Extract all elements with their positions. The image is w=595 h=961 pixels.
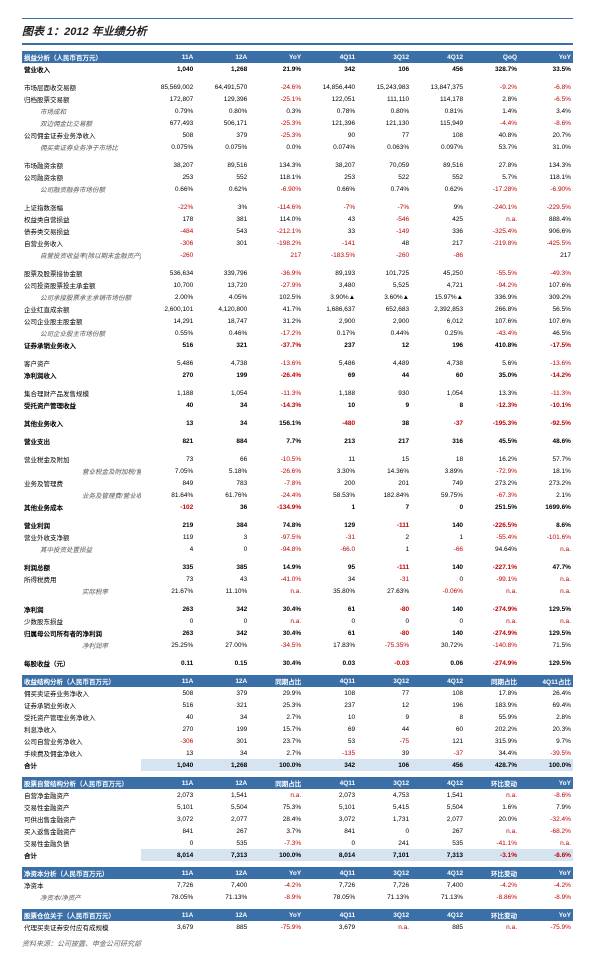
table-row: 归属母公司所有者的净利润26334230.4%61-80140-274.9%12… [22, 627, 573, 639]
table-row: 营业税金及附加税/营业收入7.05%5.18%-26.6%3.30%14.36%… [22, 465, 573, 477]
table-row: 营业外收支净额1193-97.5%-3121-55.4%-101.6% [22, 531, 573, 543]
table-row: 代理买卖证券安付应有成规模3,679885-75.9%3,679n.a.885n… [22, 921, 573, 933]
table-row: 公司企业股主股金额14,29118,74731.2%2,9002,9006,01… [22, 315, 573, 327]
table-row: 公司佣金证券业务净收入508379-25.3%907710840.8%20.7% [22, 129, 573, 141]
table-row: 权益类自营损益178381114.0%43-546425n.a.888.4% [22, 213, 573, 225]
table-row: 证券承销业务收入516321-37.7%23712196410.8%-17.5% [22, 339, 573, 351]
table-row: 股票及股票接协金额536,634339,796-36.9%89,193101,7… [22, 267, 573, 279]
table-row: 公司融资余额253552118.1%2535225525.7%118.1% [22, 171, 573, 183]
table-row: 营业税金及附加7366-10.5%11151816.2%57.7% [22, 453, 573, 465]
table-row: 合计8,0147,313100.0%8,0147,1017,313-3.1%-8… [22, 849, 573, 861]
table-row: 可供出售金融资产3,0722,07728.4%3,0721,7312,07720… [22, 813, 573, 825]
table-row: 业务及管理费849783-7.8%200201749273.2%273.2% [22, 477, 573, 489]
table-row: 客户资产5,4864,738-13.6%5,4864,4894,7385.6%-… [22, 357, 573, 369]
table-row: 市场层面收交易额85,569,00264,491,570-24.6%14,856… [22, 81, 573, 93]
table-row: 每股收益（元）0.110.1530.4%0.03-0.030.06-274.9%… [22, 657, 573, 669]
table-row: 自营业务收入-306301-198.2%-14148217-219.8%-425… [22, 237, 573, 249]
table-row: 市场融资余额38,20789,516134.3%38,20770,05989,5… [22, 159, 573, 171]
table-row: 营业支出8218847.7%21321731645.5%48.6% [22, 435, 573, 447]
table-row: 受托资产管理收益4034-14.3%1098-12.3%-10.1% [22, 399, 573, 411]
table-row: 企业红直成余额2,600,1014,120,80041.7%1,686,6376… [22, 303, 573, 315]
table-row: 自营投资收益率(除以期末金融资产)-260217-183.5%-260-8621… [22, 249, 573, 261]
table-row: 公司承接股票承主承销市场份额2.00%4.05%102.5%3.90%▲3.60… [22, 291, 573, 303]
table-row: 集合理财产品发售规模1,1881,054-11.3%1,1889301,0541… [22, 387, 573, 399]
financial-table: 损益分析（人民币百万元）11A12AYoY4Q113Q124Q12QoQYoY营… [22, 51, 573, 933]
table-row: 公司融资融券市场份额0.66%0.62%-6.90%0.66%0.74%0.62… [22, 183, 573, 195]
table-row: 营业收入1,0401,26821.9%342106456328.7%33.5% [22, 63, 573, 75]
table-row: 公司投资股票投主承金额10,70013,720-27.9%3,4805,5254… [22, 279, 573, 291]
table-row: 少数股东损益00n.a.000n.a.n.a. [22, 615, 573, 627]
table-row: 双边佣金比交易额677,493506,171-25.3%121,396121,1… [22, 117, 573, 129]
table-row: 净资本/净资产78.05%71.13%-8.9%78.05%71.13%71.1… [22, 891, 573, 903]
table-row: 佣买卖证券业务净于市场比0.075%0.075%0.0%0.074%0.063%… [22, 141, 573, 153]
table-row: 利润总额33538514.9%95-111140-227.1%47.7% [22, 561, 573, 573]
table-row: 交易性金融负债0535-7.3%0241535-41.1%n.a. [22, 837, 573, 849]
table-row: 所得税费用7343-41.0%34-310-99.1%n.a. [22, 573, 573, 585]
table-row: 市场成和0.79%0.80%0.3%0.78%0.80%0.81%1.4%3.4… [22, 105, 573, 117]
table-row: 归档股票交易额172,807129,396-25.1%122,051111,11… [22, 93, 573, 105]
table-row: 证券承销业务收入51632125.3%23712196183.9%69.4% [22, 699, 573, 711]
table-row: 其他业务成本-10236-134.9%170251.5%1699.6% [22, 501, 573, 513]
table-row: 净资本7,7267,400-4.2%7,7267,7267,400-4.2%-4… [22, 879, 573, 891]
table-row: 净利润收入270199-26.4%69446035.0%-14.2% [22, 369, 573, 381]
table-row: 业务及管理费/营业收入81.64%61.76%-24.4%58.53%182.8… [22, 489, 573, 501]
section-header: 收益结构分析（人民币百万元） [22, 675, 141, 687]
table-row: 利息净收入27019915.7%694460202.2%20.3% [22, 723, 573, 735]
table-row: 公司企业股主市场份额0.55%0.46%-17.2%0.17%0.44%0.25… [22, 327, 573, 339]
table-row: 公司自营业务净收入-30630123.7%53-75121315.9%9.7% [22, 735, 573, 747]
table-row: 交易性金融资产5,1015,50475.3%5,1015,4155,5041.6… [22, 801, 573, 813]
table-row: 净利润26334230.4%61-80140-274.9%129.5% [22, 603, 573, 615]
table-row: 实际税率21.67%11.10%n.a.35.80%27.63%-0.06%n.… [22, 585, 573, 597]
table-row: 受托资产管理业务净收入40342.7%109855.9%2.8% [22, 711, 573, 723]
section-header: 股票自营结构分析（人民币百万元） [22, 777, 141, 789]
table-row: 债券类交易损益-484543-212.1%33-149336-325.4%906… [22, 225, 573, 237]
source-note: 资料来源：公司披露、申金公司研究部 [22, 939, 573, 949]
table-row: 买入返售金融资产8412673.7%8410267n.a.-68.2% [22, 825, 573, 837]
table-row: 其中投资处置损益40-94.8%-66.01-6694.64%n.a. [22, 543, 573, 555]
table-title: 图表 1：2012 年业绩分析 [22, 26, 147, 38]
section-header: 净资本分析（人民币百万元） [22, 867, 141, 879]
table-row: 营业利润21938474.8%129-111140-226.5%8.6% [22, 519, 573, 531]
table-row: 其他业务收入1334156.1%-48038-37-195.3%-92.5% [22, 417, 573, 429]
table-row: 自营净金融资产2,0731,541n.a.2,0734,7531,541n.a.… [22, 789, 573, 801]
section-header: 股票仓位关于（人民币百万元） [22, 909, 141, 921]
table-row: 合计1,0401,268100.0%342106456428.7%100.0% [22, 759, 573, 771]
table-row: 手续费及佣金净收入13342.7%-13539-3734.4%-39.5% [22, 747, 573, 759]
section-header: 损益分析（人民币百万元） [22, 51, 141, 63]
table-row: 佣买卖证券业务净收入50837929.9%1087710817.8%26.4% [22, 687, 573, 699]
table-row: 上证指数涨幅-22%3%-114.6%-7%-7%9%-240.1%-229.5… [22, 201, 573, 213]
